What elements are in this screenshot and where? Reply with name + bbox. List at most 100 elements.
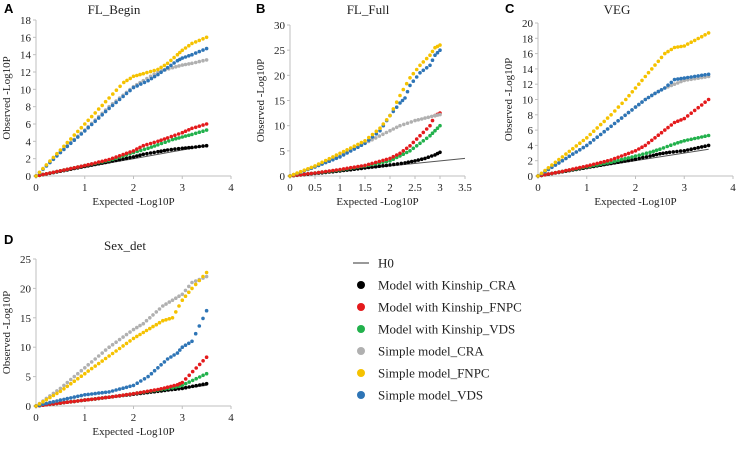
data-point (177, 64, 181, 68)
data-point (89, 122, 94, 127)
data-point (560, 158, 565, 163)
data-point (62, 397, 66, 402)
data-point (394, 153, 399, 157)
data-point (83, 393, 87, 397)
data-point (96, 354, 101, 358)
legend-item-simple-model-vds: Simple model_VDS (357, 388, 483, 403)
data-point (413, 118, 417, 123)
data-point (146, 146, 150, 151)
data-point (110, 103, 115, 108)
data-point (121, 94, 125, 99)
data-point (616, 119, 620, 123)
data-point (633, 105, 638, 109)
data-point (204, 143, 209, 148)
data-point (405, 121, 410, 125)
data-point (689, 111, 693, 115)
data-point (65, 384, 70, 389)
data-point (107, 390, 111, 394)
data-point (62, 400, 66, 405)
data-point (183, 62, 188, 67)
data-point (180, 63, 185, 67)
data-point (128, 339, 132, 343)
data-point (356, 142, 360, 147)
data-point (696, 145, 700, 150)
x-tick-label: 0 (33, 412, 39, 424)
data-point (180, 298, 185, 303)
data-point (149, 371, 154, 376)
data-point (630, 108, 634, 112)
data-point (338, 151, 342, 156)
y-tick-label: 10 (522, 95, 534, 107)
data-point (633, 149, 638, 153)
x-axis-label: Expected -Log10P (594, 196, 676, 208)
data-point (398, 123, 402, 128)
data-point (653, 91, 657, 96)
data-point (418, 133, 422, 138)
data-point (197, 124, 202, 128)
data-point (403, 161, 407, 165)
data-point (613, 109, 617, 113)
data-point (696, 105, 700, 110)
panel-letter: D (4, 232, 13, 247)
data-point (197, 144, 202, 149)
data-point (659, 55, 664, 60)
data-point (685, 148, 690, 152)
data-point (564, 168, 568, 173)
data-point (699, 145, 704, 149)
data-point (44, 401, 49, 406)
data-point (163, 140, 167, 144)
data-point (152, 68, 156, 73)
data-point (679, 140, 683, 144)
data-point (550, 171, 554, 176)
data-point (72, 399, 77, 404)
data-point (201, 48, 205, 52)
data-point (291, 172, 296, 177)
data-point (352, 144, 357, 148)
data-point (644, 155, 649, 159)
data-point (128, 88, 132, 93)
data-point (581, 145, 586, 150)
data-point (306, 172, 310, 176)
data-point (302, 168, 307, 172)
data-point (142, 377, 147, 381)
series-simple-model-vds (536, 72, 711, 178)
data-point (44, 163, 49, 167)
data-point (124, 151, 129, 156)
data-point (619, 157, 624, 162)
data-point (131, 155, 136, 159)
data-point (377, 159, 382, 164)
data-point (204, 308, 209, 313)
data-point (676, 81, 680, 85)
data-point (100, 113, 104, 117)
y-tick-label: 4 (26, 136, 32, 148)
data-point (664, 151, 669, 155)
y-tick-label: 20 (20, 283, 32, 295)
data-point (125, 78, 129, 83)
data-point (692, 38, 697, 43)
data-point (96, 116, 101, 120)
data-point (51, 393, 56, 398)
data-point (298, 172, 303, 177)
data-point (433, 53, 437, 57)
data-point (626, 156, 631, 160)
data-point (338, 155, 342, 159)
data-point (643, 97, 648, 102)
legend-dot-swatch (357, 281, 365, 289)
data-point (703, 33, 707, 37)
data-point (187, 128, 191, 132)
data-point (609, 124, 613, 129)
data-point (426, 115, 431, 120)
data-point (323, 158, 328, 163)
data-point (93, 364, 97, 368)
data-point (65, 144, 70, 149)
data-point (58, 401, 63, 405)
data-point (124, 392, 129, 397)
data-point (658, 152, 662, 156)
data-point (633, 86, 638, 90)
series-simple-model-cra (34, 274, 209, 408)
data-point (429, 154, 434, 158)
data-point (44, 172, 49, 176)
data-point (138, 390, 143, 395)
data-point (124, 341, 129, 346)
